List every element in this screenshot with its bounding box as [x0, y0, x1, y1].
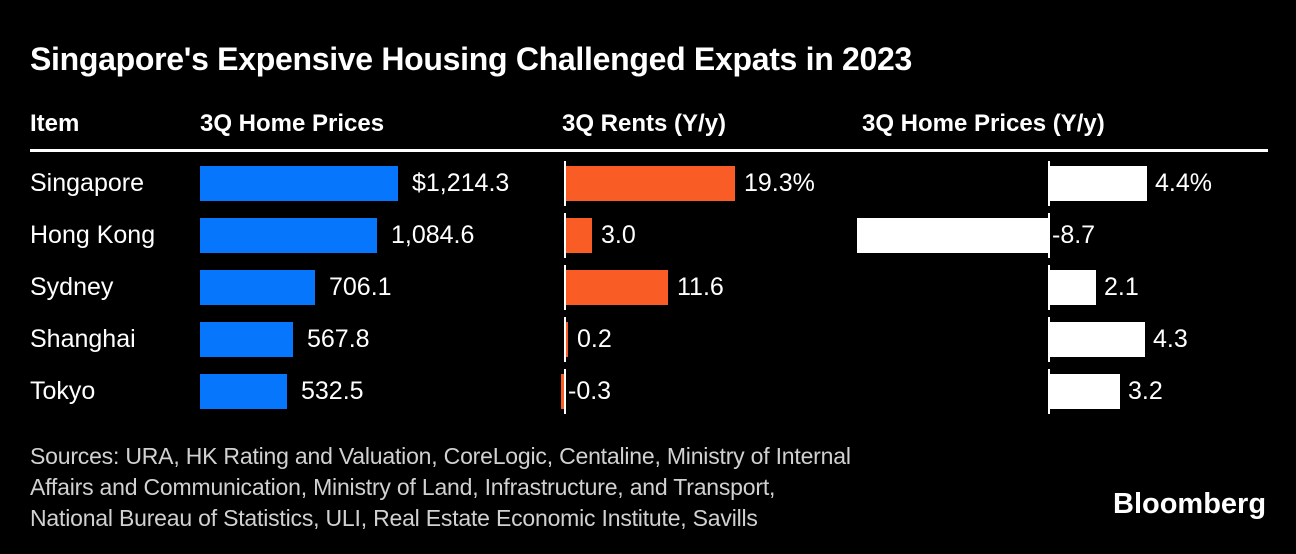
home-price-yoy-bar: [1050, 322, 1145, 357]
rent-axis-line: [564, 265, 566, 310]
sources-line: Sources: URA, HK Rating and Valuation, C…: [30, 443, 851, 469]
sources-line: Affairs and Communication, Ministry of L…: [30, 474, 776, 500]
page-title: Singapore's Expensive Housing Challenged…: [30, 41, 913, 77]
yoy-axis-line: [1048, 317, 1050, 362]
rent-bar: [566, 270, 668, 305]
home-price-yoy-value: 3.2: [1128, 377, 1163, 405]
rent-bar: [566, 166, 735, 201]
column-header-item: Item: [30, 110, 80, 137]
column-header-rents-yoy: 3Q Rents (Y/y): [562, 110, 727, 137]
home-price-value: 1,084.6: [391, 221, 475, 249]
home-price-yoy-value: 2.1: [1104, 273, 1139, 301]
home-price-yoy-bar: [857, 218, 1048, 253]
rent-bar: [566, 218, 592, 253]
yoy-axis-line: [1048, 369, 1050, 414]
home-price-yoy-bar: [1050, 270, 1096, 305]
rent-axis-line: [564, 369, 566, 414]
header-divider-rule: [30, 149, 1268, 152]
home-price-value: $1,214.3: [412, 169, 510, 197]
home-price-yoy-bar: [1050, 166, 1147, 201]
rent-bar: [561, 374, 564, 409]
rent-value: 11.6: [677, 273, 724, 301]
row-label-singapore: Singapore: [30, 169, 144, 197]
rent-value: -0.3: [568, 377, 612, 405]
home-price-yoy-bar: [1050, 374, 1120, 409]
rent-bar: [566, 322, 568, 357]
home-price-value: 532.5: [301, 377, 364, 405]
rent-value: 3.0: [601, 221, 636, 249]
row-label-hong-kong: Hong Kong: [30, 221, 156, 249]
sources-note: Sources: URA, HK Rating and Valuation, C…: [30, 441, 851, 534]
home-price-bar: [200, 374, 287, 409]
rent-axis-line: [564, 317, 566, 362]
column-header-home-prices: 3Q Home Prices: [200, 110, 385, 137]
home-price-yoy-value: -8.7: [1052, 221, 1096, 249]
rent-value: 19.3%: [744, 169, 815, 197]
yoy-axis-line: [1048, 213, 1050, 258]
yoy-axis-line: [1048, 265, 1050, 310]
home-price-bar: [200, 166, 398, 201]
sources-line: National Bureau of Statistics, ULI, Real…: [30, 505, 758, 531]
home-price-yoy-value: 4.3: [1153, 325, 1188, 353]
row-label-sydney: Sydney: [30, 273, 114, 301]
row-label-shanghai: Shanghai: [30, 325, 136, 353]
home-price-bar: [200, 218, 377, 253]
column-header-home-prices-yoy: 3Q Home Prices (Y/y): [862, 110, 1105, 137]
rent-axis-line: [564, 213, 566, 258]
yoy-axis-line: [1048, 161, 1050, 206]
bloomberg-logo: Bloomberg: [1113, 488, 1267, 520]
home-price-yoy-value: 4.4%: [1155, 169, 1212, 197]
rent-axis-line: [564, 161, 566, 206]
home-price-value: 706.1: [329, 273, 392, 301]
home-price-bar: [200, 270, 315, 305]
row-label-tokyo: Tokyo: [30, 377, 96, 405]
rent-value: 0.2: [577, 325, 612, 353]
home-price-value: 567.8: [307, 325, 370, 353]
home-price-bar: [200, 322, 293, 357]
